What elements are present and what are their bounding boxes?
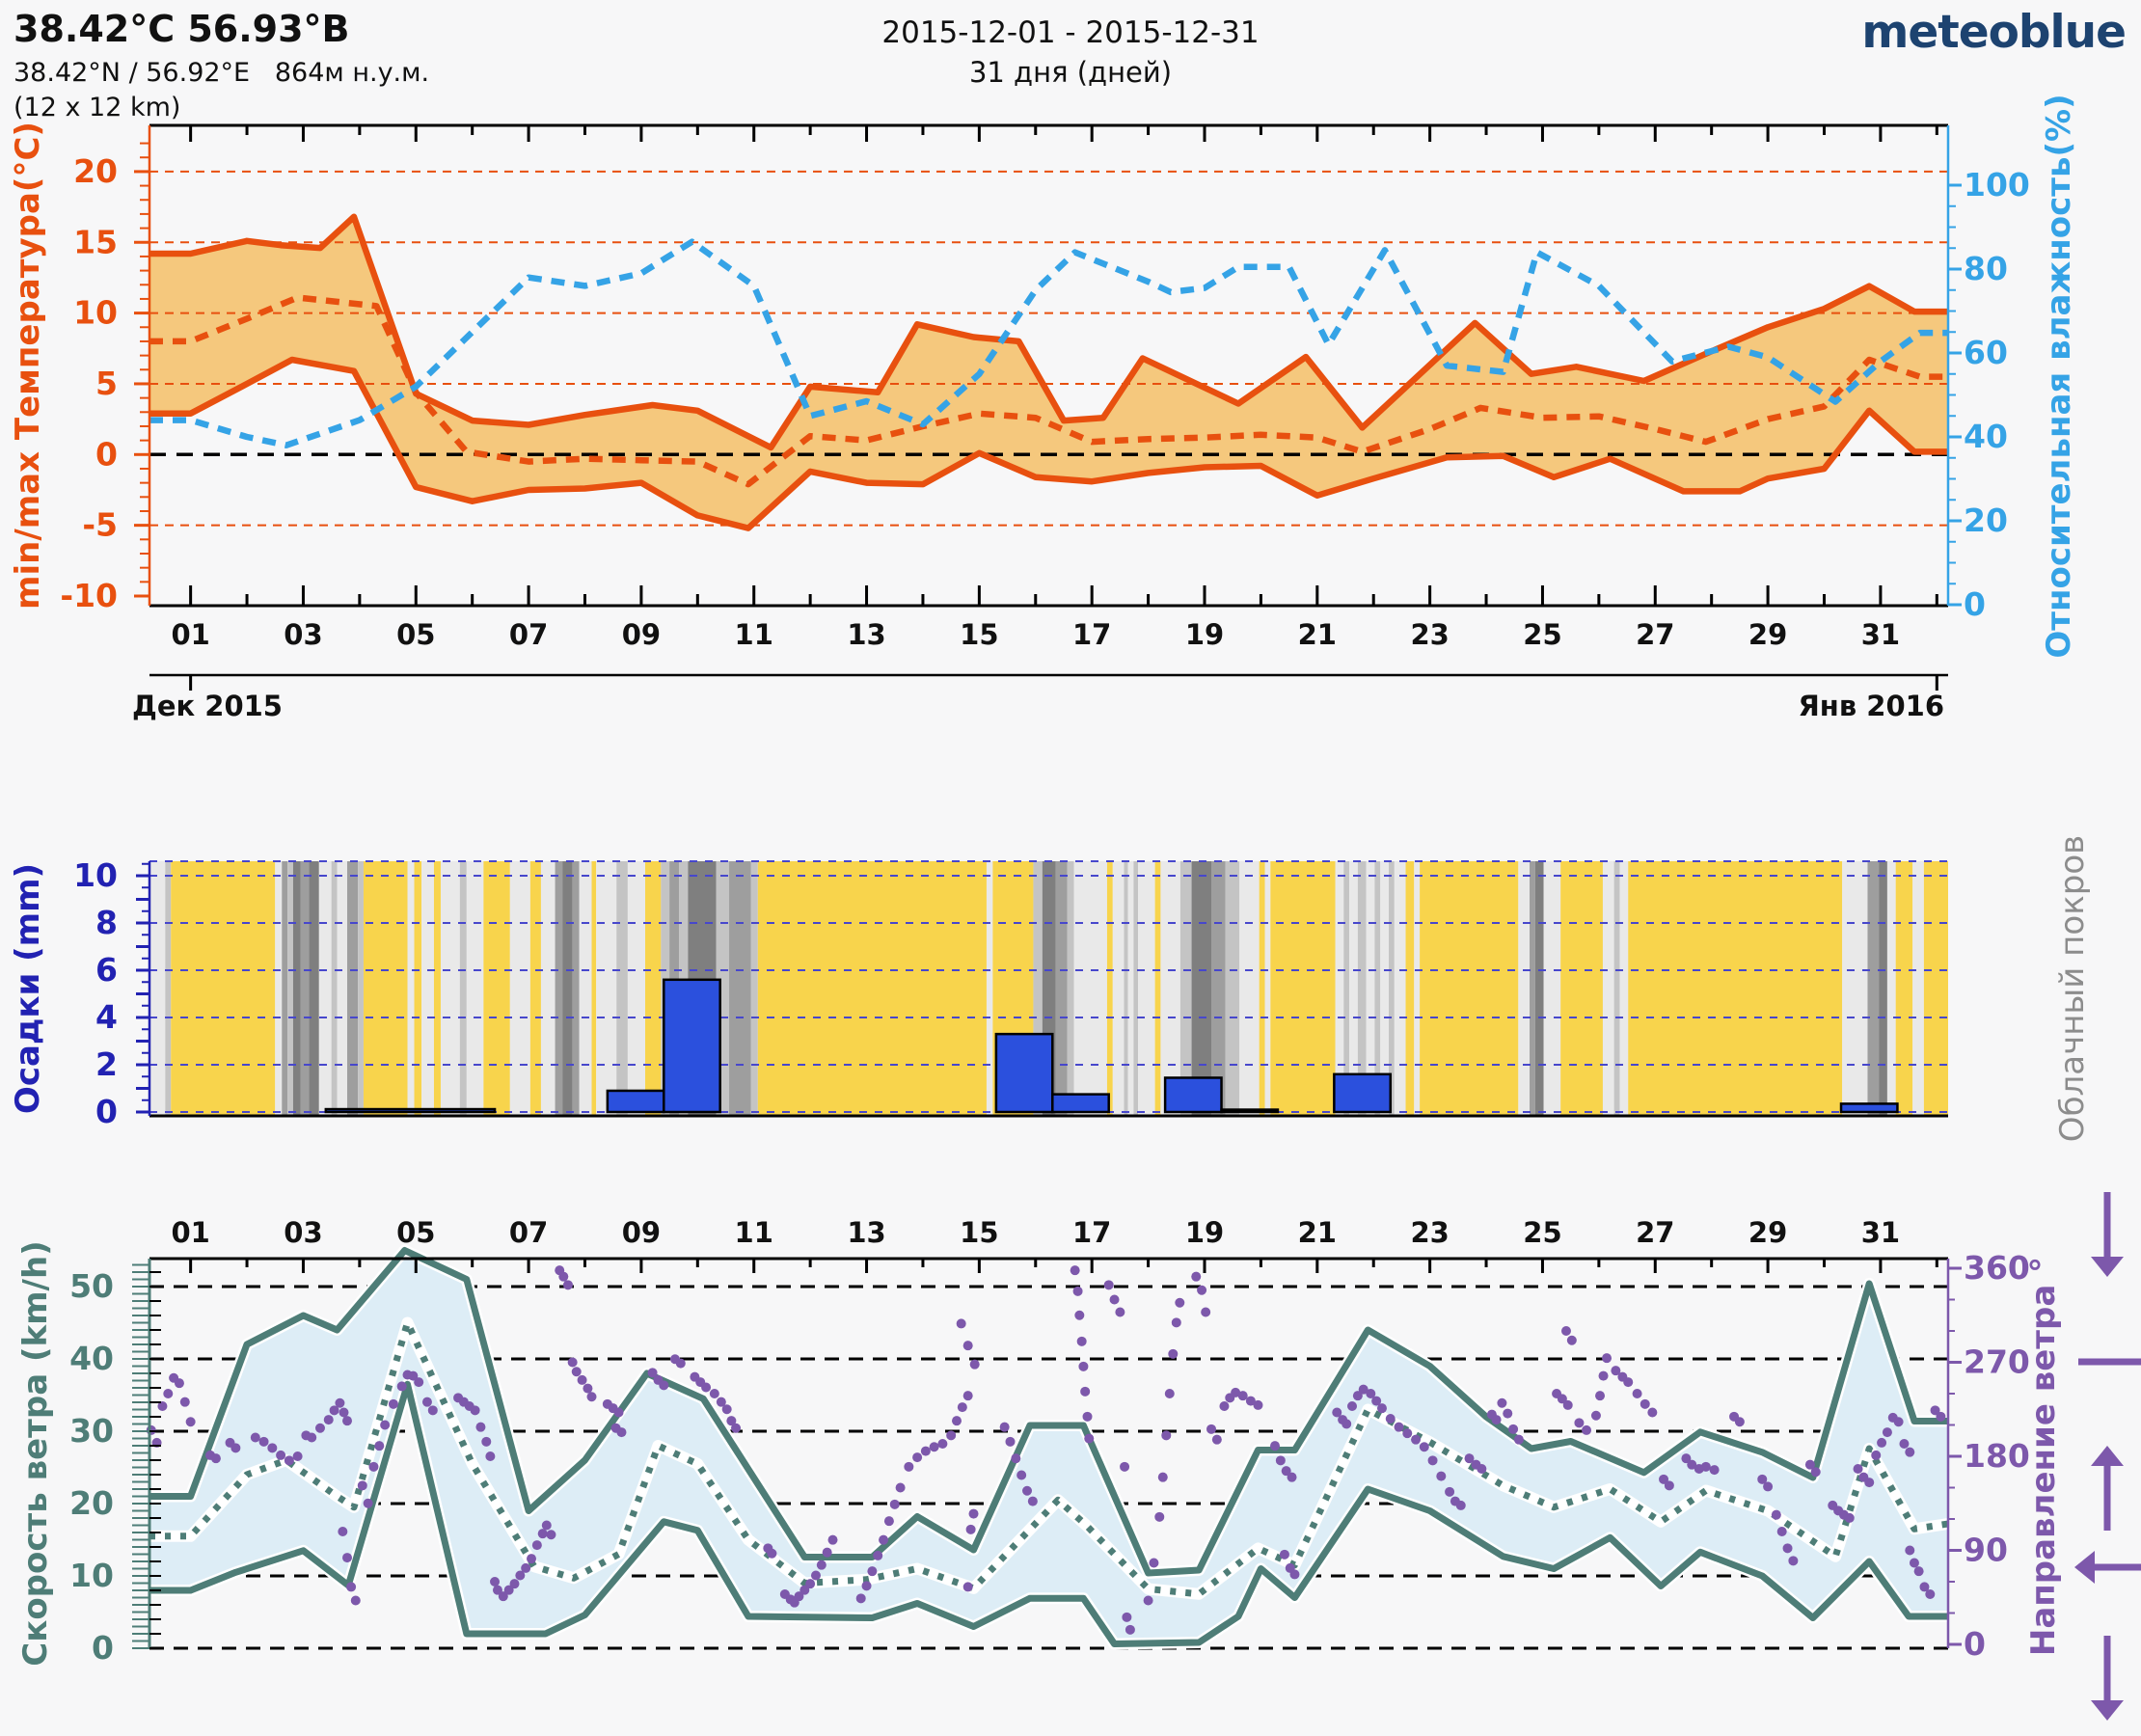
svg-text:8: 8 bbox=[95, 904, 118, 941]
svg-text:09: 09 bbox=[622, 618, 661, 651]
location-coordinates: 38.42°N / 56.92°E 864м н.у.м. bbox=[14, 58, 430, 88]
page-title: 38.42°С 56.93°В bbox=[14, 8, 350, 50]
svg-text:40: 40 bbox=[1964, 418, 2008, 455]
svg-text:0: 0 bbox=[95, 1093, 118, 1130]
svg-text:31: 31 bbox=[1861, 618, 1900, 651]
svg-text:09: 09 bbox=[622, 1216, 661, 1249]
wind-speed-direction-chart: 01 03 05 07 09 11 13 15 17 19 21 23 25 27 29 31 0 10 20 30 4… bbox=[16, 1216, 2063, 1667]
svg-text:19: 19 bbox=[1185, 1216, 1224, 1249]
svg-text:15: 15 bbox=[960, 618, 998, 651]
svg-text:Направление ветра °: Направление ветра ° bbox=[2024, 1257, 2063, 1656]
svg-text:360: 360 bbox=[1964, 1249, 2030, 1287]
svg-text:Скорость ветра (km/h): Скорость ветра (km/h) bbox=[16, 1240, 55, 1666]
svg-text:80: 80 bbox=[1964, 250, 2008, 287]
svg-text:30: 30 bbox=[69, 1412, 114, 1450]
svg-text:6: 6 bbox=[95, 951, 118, 989]
svg-text:0: 0 bbox=[1964, 1625, 1986, 1663]
svg-text:19: 19 bbox=[1185, 618, 1224, 651]
grid-resolution: (12 x 12 km) bbox=[14, 93, 181, 122]
svg-text:Осадки (mm): Осадки (mm) bbox=[9, 863, 47, 1114]
svg-text:Облачный покров: Облачный покров bbox=[2053, 835, 2092, 1142]
svg-text:50: 50 bbox=[69, 1267, 114, 1305]
svg-text:29: 29 bbox=[1748, 618, 1787, 651]
svg-text:5: 5 bbox=[95, 365, 118, 402]
svg-text:25: 25 bbox=[1523, 618, 1561, 651]
svg-text:4: 4 bbox=[95, 998, 118, 1036]
svg-text:90: 90 bbox=[1964, 1532, 2008, 1569]
svg-text:13: 13 bbox=[847, 1216, 885, 1249]
svg-text:40: 40 bbox=[69, 1340, 114, 1377]
svg-text:10: 10 bbox=[73, 294, 118, 332]
svg-text:Относительная влажность(%): Относительная влажность(%) bbox=[2040, 94, 2078, 658]
wind-direction-arrows bbox=[2074, 1192, 2141, 1721]
svg-text:05: 05 bbox=[396, 618, 435, 651]
svg-text:11: 11 bbox=[735, 618, 773, 651]
svg-text:-5: -5 bbox=[82, 506, 118, 544]
svg-text:21: 21 bbox=[1298, 618, 1337, 651]
svg-text:180: 180 bbox=[1964, 1437, 2030, 1475]
svg-text:270: 270 bbox=[1964, 1343, 2030, 1381]
svg-text:Дек 2015: Дек 2015 bbox=[132, 690, 283, 722]
svg-text:20: 20 bbox=[69, 1484, 114, 1522]
svg-text:13: 13 bbox=[847, 618, 885, 651]
svg-text:31: 31 bbox=[1861, 1216, 1900, 1249]
svg-text:10: 10 bbox=[69, 1557, 114, 1594]
svg-text:01: 01 bbox=[171, 618, 209, 651]
svg-text:-10: -10 bbox=[60, 577, 118, 614]
meteoblue-logo: meteoblue bbox=[1861, 6, 2127, 59]
svg-text:01: 01 bbox=[171, 1216, 209, 1249]
svg-text:17: 17 bbox=[1072, 618, 1111, 651]
date-range: 2015-12-01 - 2015-12-31 bbox=[881, 15, 1260, 50]
svg-text:17: 17 bbox=[1072, 1216, 1111, 1249]
svg-text:05: 05 bbox=[396, 1216, 435, 1249]
svg-text:25: 25 bbox=[1523, 1216, 1561, 1249]
svg-text:29: 29 bbox=[1748, 1216, 1787, 1249]
precipitation-cloud-chart: 0 2 4 6 8 10 Осадки (mm) Облачный покров bbox=[9, 835, 2092, 1142]
svg-text:0: 0 bbox=[92, 1629, 114, 1667]
svg-text:0: 0 bbox=[1964, 585, 1986, 623]
svg-text:0: 0 bbox=[95, 435, 118, 473]
svg-text:60: 60 bbox=[1964, 334, 2008, 371]
svg-text:03: 03 bbox=[284, 618, 322, 651]
duration-label: 31 дня (дней) bbox=[968, 56, 1173, 89]
svg-text:Янв 2016: Янв 2016 bbox=[1798, 690, 1944, 722]
svg-text:07: 07 bbox=[509, 618, 548, 651]
svg-text:10: 10 bbox=[73, 856, 118, 894]
svg-text:20: 20 bbox=[1964, 502, 2008, 539]
svg-text:03: 03 bbox=[284, 1216, 322, 1249]
svg-text:23: 23 bbox=[1410, 618, 1449, 651]
svg-text:27: 27 bbox=[1636, 618, 1674, 651]
svg-text:27: 27 bbox=[1636, 1216, 1674, 1249]
svg-text:20: 20 bbox=[73, 152, 118, 190]
svg-text:100: 100 bbox=[1964, 166, 2030, 203]
svg-text:07: 07 bbox=[509, 1216, 548, 1249]
svg-text:2: 2 bbox=[95, 1045, 118, 1083]
svg-text:11: 11 bbox=[735, 1216, 773, 1249]
svg-text:15: 15 bbox=[960, 1216, 998, 1249]
svg-text:21: 21 bbox=[1298, 1216, 1337, 1249]
svg-text:15: 15 bbox=[73, 223, 118, 260]
svg-text:min/max Температура(°C): min/max Температура(°C) bbox=[9, 122, 47, 610]
svg-text:23: 23 bbox=[1410, 1216, 1449, 1249]
